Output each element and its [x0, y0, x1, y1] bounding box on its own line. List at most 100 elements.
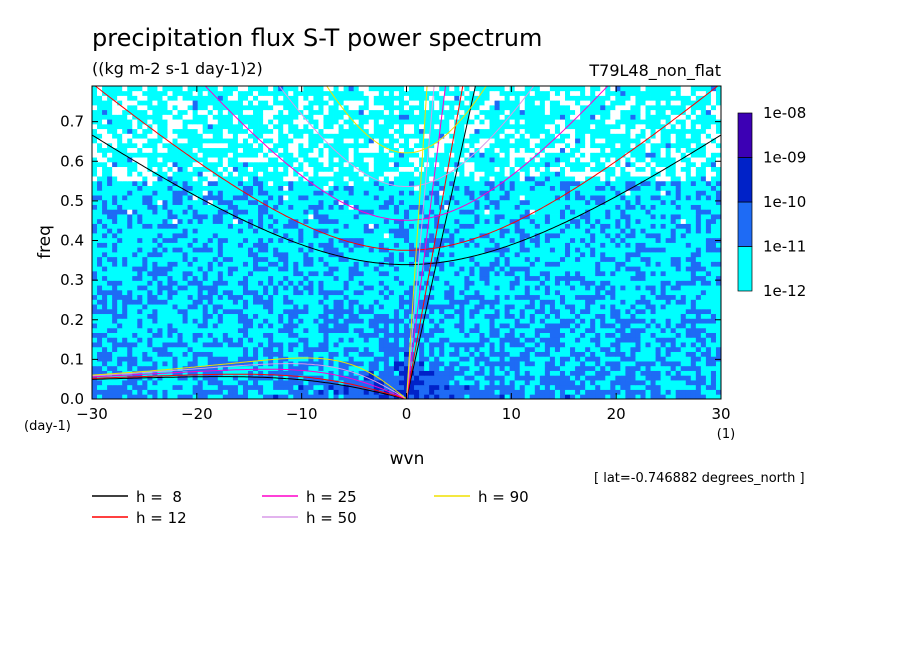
field-cell [615, 242, 621, 248]
field-cell [610, 361, 616, 367]
field-cell [494, 218, 500, 224]
field-cell [494, 251, 500, 258]
field-cell [313, 218, 319, 224]
field-cell [232, 209, 239, 215]
field-cell [338, 361, 344, 367]
field-cell [499, 323, 506, 329]
field-cell [323, 361, 329, 367]
field-cell [202, 228, 209, 234]
field-cell [665, 256, 672, 262]
field-cell [544, 242, 551, 248]
field-cell [549, 275, 556, 281]
field-cell [182, 375, 189, 381]
field-cell [338, 223, 344, 229]
field-cell [167, 351, 173, 357]
field-cell [152, 270, 158, 277]
field-cell [313, 242, 319, 248]
field-cell [263, 323, 269, 329]
field-cell [207, 251, 214, 258]
field-cell [585, 228, 591, 234]
field-cell [559, 337, 566, 343]
field-cell [655, 332, 662, 338]
field-cell [162, 337, 168, 343]
field-cell [544, 318, 551, 324]
field-cell [449, 380, 455, 386]
field-cell [534, 223, 541, 229]
field-cell [429, 275, 435, 281]
field-cell [414, 323, 420, 329]
field-cell [590, 218, 596, 224]
field-cell [97, 327, 103, 333]
field-cell [167, 266, 173, 272]
field-cell [237, 332, 244, 338]
field-cell [353, 356, 360, 362]
field-cell [263, 308, 269, 315]
field-cell [519, 247, 526, 253]
field-cell [373, 233, 380, 239]
field-cell [313, 351, 319, 357]
field-cell [227, 280, 234, 286]
field-cell [92, 332, 98, 338]
field-cell [192, 261, 199, 267]
field-cell [177, 327, 183, 333]
field-cell [575, 308, 581, 315]
field-cell [303, 266, 309, 272]
field-cell [474, 256, 480, 262]
field-cell [565, 375, 571, 381]
field-cell [232, 384, 239, 390]
field-cell [414, 318, 420, 324]
field-cell [177, 228, 183, 234]
field-cell [288, 365, 294, 371]
field-cell [625, 380, 631, 386]
field-cell [333, 389, 339, 395]
field-cell [323, 384, 329, 390]
field-cell [107, 365, 113, 371]
field-cell [590, 266, 596, 272]
field-cell [328, 285, 334, 291]
field-cell [469, 342, 475, 348]
field-cell [363, 304, 370, 310]
field-cell [187, 261, 194, 267]
field-cell [383, 247, 390, 253]
field-cell [509, 228, 516, 234]
field-cell [373, 289, 380, 296]
field-cell [313, 289, 319, 296]
field-cell [645, 261, 651, 267]
field-cell [514, 380, 521, 386]
field-cell [640, 361, 646, 367]
field-cell [705, 337, 712, 343]
field-cell [343, 266, 350, 272]
field-cell [464, 266, 470, 272]
field-cell [202, 233, 209, 239]
field-cell [313, 342, 319, 348]
field-cell [368, 251, 375, 258]
field-cell [439, 223, 445, 229]
field-cell [378, 289, 385, 296]
field-cell [338, 304, 344, 310]
field-cell [373, 361, 380, 367]
field-cell [368, 304, 375, 310]
field-cell [363, 394, 370, 399]
field-cell [263, 237, 269, 243]
field-cell [237, 337, 244, 343]
field-cell [695, 304, 702, 310]
field-cell [424, 256, 430, 262]
field-cell [323, 266, 329, 272]
field-cell [580, 351, 586, 357]
field-cell [112, 289, 118, 296]
field-cell [459, 375, 465, 381]
field-cell [640, 380, 646, 386]
field-cell [107, 270, 113, 277]
field-cell [695, 233, 702, 239]
field-cell [298, 389, 304, 395]
field-cell [705, 280, 712, 286]
field-cell [424, 389, 430, 395]
field-cell [358, 308, 365, 315]
field-cell [303, 380, 309, 386]
field-cell [142, 242, 148, 248]
field-cell [353, 247, 360, 253]
field-cell [499, 270, 506, 277]
field-cell [585, 351, 591, 357]
field-cell [610, 285, 616, 291]
field-cell [373, 280, 380, 286]
